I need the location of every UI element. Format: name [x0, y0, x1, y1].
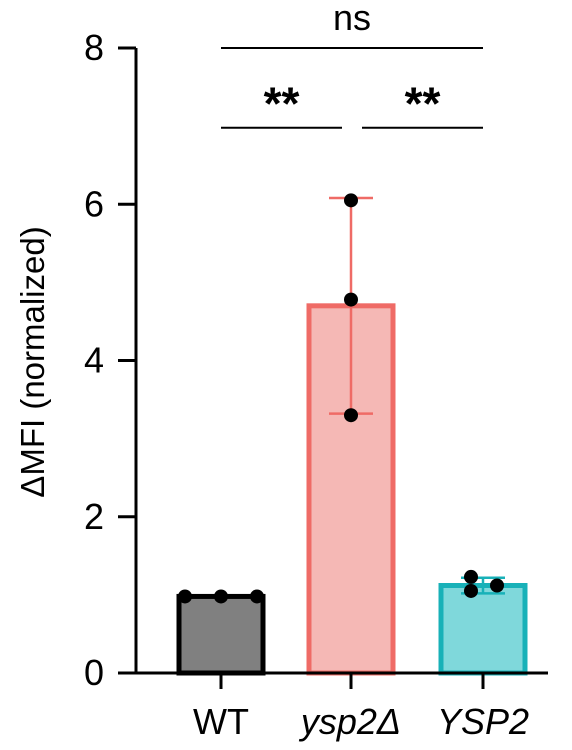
significance-layer: ns ** ** [221, 0, 483, 130]
significance-bracket-3: ** [362, 78, 483, 130]
y-tick-label: 8 [84, 27, 104, 68]
data-point [178, 589, 192, 604]
data-point [490, 578, 504, 593]
significance-label: ns [333, 0, 371, 38]
x-tick-label: YSP2 [437, 701, 529, 742]
data-point [250, 589, 264, 604]
data-point [214, 589, 228, 604]
data-point [464, 569, 478, 584]
significance-bracket-2: ** [221, 78, 342, 130]
y-tick-label: 0 [84, 652, 104, 693]
data-point [344, 193, 358, 208]
x-tick-label: ysp2Δ [298, 701, 401, 742]
x-tick-label: WT [193, 701, 249, 742]
y-axis-label: ΔMFI (normalized) [14, 226, 51, 497]
data-point [464, 583, 478, 598]
y-tick-label: 2 [84, 496, 104, 537]
significance-bracket-1: ns [221, 0, 483, 49]
data-point [344, 292, 358, 307]
axes-layer: 0 2 4 6 8 WT ysp2Δ YSP2 [84, 27, 548, 742]
points-layer [178, 193, 504, 604]
bar-3 [438, 583, 528, 676]
bar-1 [176, 593, 266, 676]
y-tick-label: 6 [84, 183, 104, 224]
significance-label: ** [264, 78, 300, 130]
y-tick-label: 4 [84, 340, 104, 381]
data-point [344, 408, 358, 423]
significance-label: ** [405, 78, 441, 130]
